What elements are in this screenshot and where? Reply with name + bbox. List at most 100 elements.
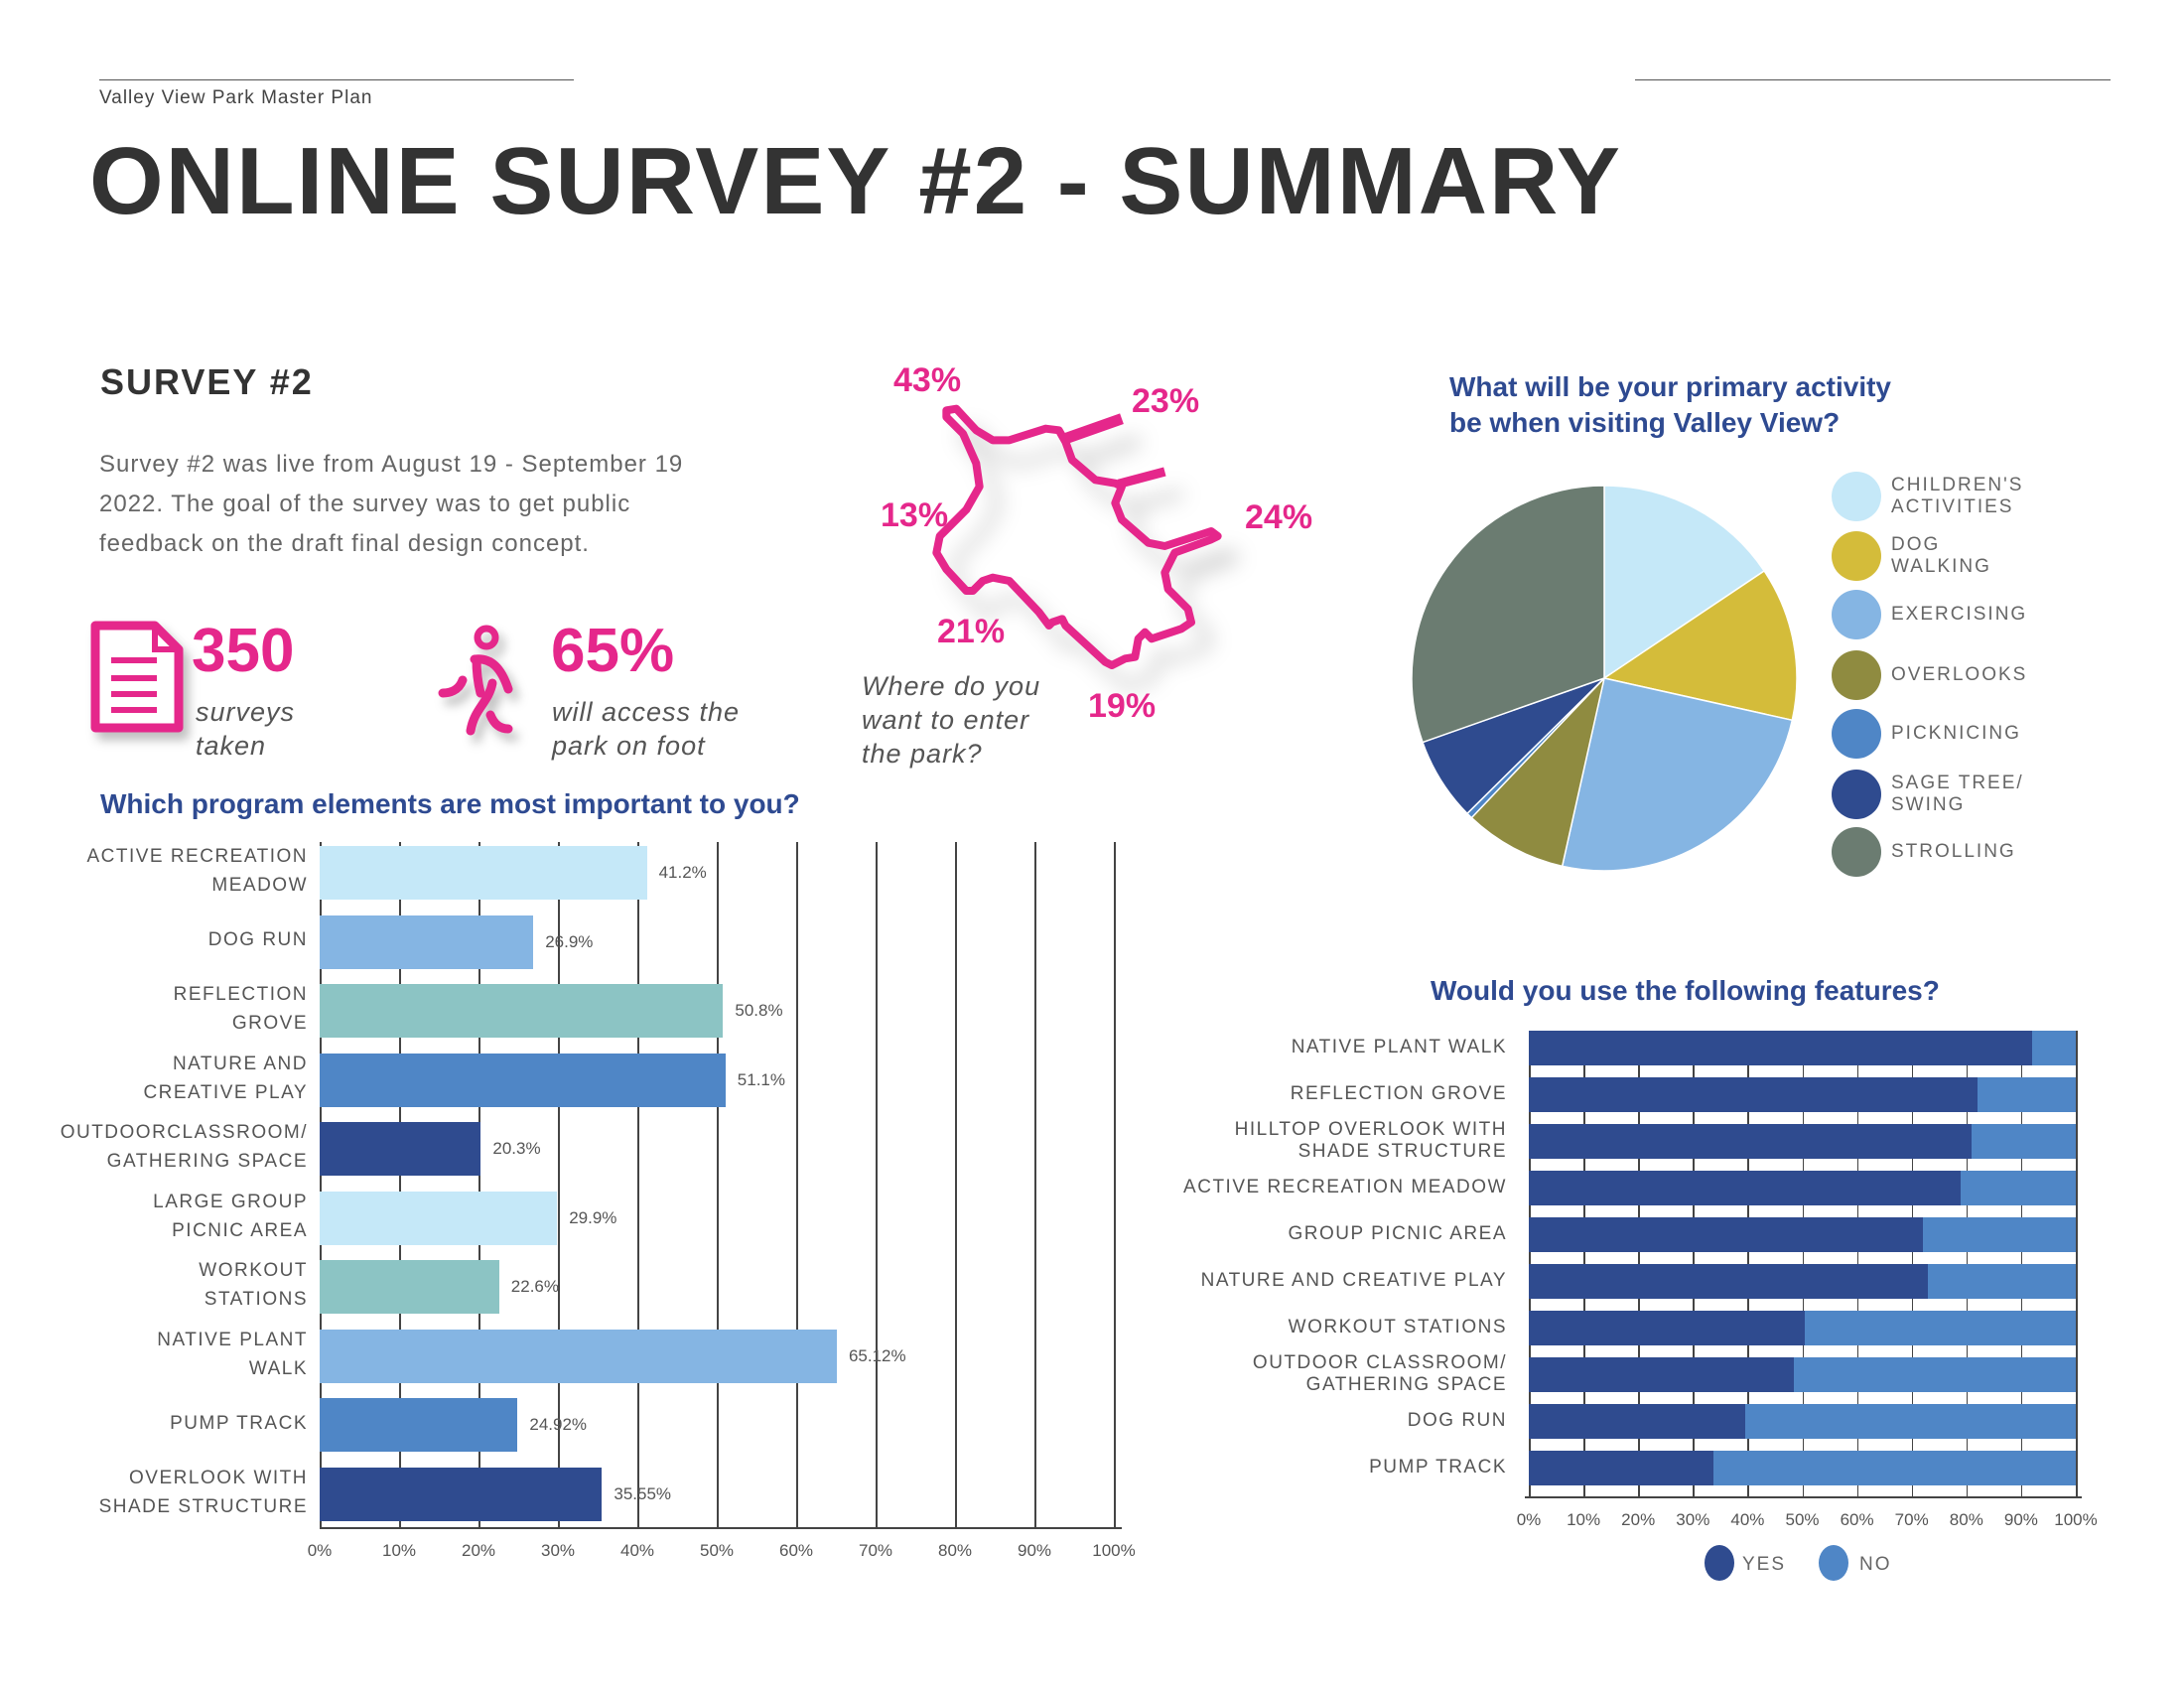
gridline — [1583, 1031, 1585, 1496]
gridline — [637, 842, 639, 1527]
stacked-bar-segment — [1529, 1357, 1795, 1392]
x-axis-line — [1525, 1496, 2082, 1498]
x-tick-label: 100% — [2054, 1510, 2098, 1529]
category-label-line: GATHERING SPACE — [1305, 1373, 1507, 1395]
x-tick-label: 20% — [1621, 1510, 1656, 1529]
stacked-bar-segment — [1977, 1077, 2076, 1112]
legend-label-line-1: DOG — [1891, 534, 1941, 555]
bar-value-label: 51.1% — [737, 1069, 785, 1089]
entry-label-north: 23% — [1132, 382, 1200, 420]
page-title: ONLINE SURVEY #2 - SUMMARY — [89, 128, 1622, 234]
category-label-line: GROUP PICNIC AREA — [1288, 1222, 1507, 1244]
activity-chart-title-1: What will be your primary activity — [1449, 371, 1892, 402]
bar-value-label: 50.8% — [735, 1001, 783, 1020]
stacked-bar-segment — [1745, 1404, 2076, 1439]
features-chart-title: Would you use the following features? — [1431, 975, 1940, 1006]
bar — [320, 1191, 558, 1245]
bar-value-label: 29.9% — [569, 1207, 617, 1227]
bar-value-label: 20.3% — [492, 1139, 541, 1158]
x-tick-label: 70% — [1894, 1510, 1929, 1529]
category-label-line: OUTDOORCLASSROOM/ — [60, 1122, 308, 1143]
pie-slice — [1561, 677, 1794, 872]
pie-slice — [1411, 485, 1605, 744]
x-tick-label: 80% — [1949, 1510, 1983, 1529]
park-boundary — [932, 404, 1222, 669]
category-label: GROUP PICNIC AREA — [1289, 1223, 1507, 1245]
x-tick-label: 0% — [307, 1541, 333, 1560]
legend-label: NO — [1859, 1554, 1892, 1575]
gridline — [1966, 1031, 1969, 1496]
category-label-line: WORKOUT STATIONS — [1288, 1316, 1507, 1337]
stacked-bar-segment — [1529, 1264, 1929, 1299]
entry-spur-north — [1063, 413, 1124, 445]
category-label: NATIVE PLANT WALK — [1292, 1037, 1507, 1058]
gridline — [1114, 842, 1116, 1527]
stacked-bar-segment — [1794, 1357, 2076, 1392]
entry-question-1: Where do you — [862, 671, 1041, 701]
category-label: HILLTOP OVERLOOK WITH SHADE STRUCTURE — [1235, 1119, 1507, 1163]
stacked-bar-segment — [1805, 1311, 2076, 1345]
category-label: NATURE AND CREATIVE PLAY — [143, 1050, 308, 1107]
category-label: DOG RUN — [208, 925, 308, 954]
category-label-line: OUTDOOR CLASSROOM/ — [1252, 1351, 1507, 1373]
bar — [320, 1398, 518, 1452]
pie-slice — [1470, 675, 1606, 868]
category-label: REFLECTION GROVE — [1291, 1083, 1507, 1105]
gridline — [2076, 1031, 2078, 1496]
program-chart-title: Which program elements are most importan… — [100, 788, 800, 819]
category-label-line: NATURE AND CREATIVE PLAY — [1200, 1269, 1507, 1291]
legend-label-line-1: OVERLOOKS — [1891, 664, 2028, 685]
legend-swatch — [1832, 590, 1881, 639]
bar — [320, 914, 534, 969]
gridline — [1693, 1031, 1695, 1496]
pie-slice — [1603, 485, 1766, 680]
stacked-bar-segment — [1529, 1124, 1973, 1159]
category-label-line: WORKOUT — [199, 1260, 308, 1281]
category-label-line: REFLECTION GROVE — [1290, 1082, 1507, 1104]
survey-heading: SURVEY #2 — [100, 361, 314, 402]
stacked-bar-segment — [1928, 1264, 2076, 1299]
legend-swatch — [1832, 531, 1881, 581]
legend-label-line-2: WALKING — [1891, 556, 1991, 577]
gridline — [478, 842, 480, 1527]
category-label-line: ACTIVE RECREATION MEADOW — [1183, 1176, 1507, 1197]
legend-label: EXERCISING — [1891, 604, 2027, 626]
entry-spur-east — [1117, 467, 1166, 489]
header-rule-left — [99, 79, 574, 80]
category-label-line: WALK — [248, 1357, 308, 1379]
legend-label-line-1: STROLLING — [1891, 841, 2016, 862]
stacked-bar-segment — [1529, 1217, 1923, 1252]
x-tick-label: 60% — [778, 1541, 814, 1560]
gridline — [1034, 842, 1036, 1527]
category-label-line: SHADE STRUCTURE — [98, 1495, 308, 1517]
entry-question-3: the park? — [862, 739, 983, 769]
gridline — [876, 842, 878, 1527]
gridline — [1856, 1031, 1859, 1496]
category-label-line: PICNIC AREA — [172, 1219, 308, 1241]
gridline — [717, 842, 719, 1527]
x-tick-label: 90% — [2003, 1510, 2038, 1529]
legend-swatch — [1705, 1545, 1734, 1581]
category-label-line: GATHERING SPACE — [106, 1151, 308, 1172]
x-tick-label: 20% — [461, 1541, 496, 1560]
category-label-line: NATURE AND — [172, 1053, 308, 1074]
legend-label-line-1: CHILDREN'S — [1891, 475, 2024, 495]
bar-value-label: 35.55% — [614, 1483, 672, 1503]
gridline — [1529, 1031, 1531, 1496]
legend-label-line-1: PICKNICING — [1891, 723, 2021, 744]
category-label-line: SHADE STRUCTURE — [1297, 1140, 1507, 1162]
gridline — [1802, 1031, 1804, 1496]
park-outline-map — [932, 404, 1222, 669]
category-label-line: DOG RUN — [207, 929, 308, 950]
legend-label: STROLLING — [1891, 841, 2016, 863]
category-label-line: CREATIVE PLAY — [143, 1081, 308, 1103]
category-label-line: PUMP TRACK — [1369, 1456, 1507, 1477]
legend-label: DOG WALKING — [1891, 534, 1991, 578]
category-label: WORKOUT STATIONS — [199, 1256, 308, 1314]
gridline — [796, 842, 798, 1527]
category-label: DOG RUN — [1408, 1410, 1507, 1432]
entry-label-southwest: 21% — [937, 613, 1006, 650]
category-label: PUMP TRACK — [1369, 1457, 1507, 1478]
bar-value-label: 22.6% — [510, 1277, 559, 1296]
surveys-caption-1: surveys — [196, 697, 296, 727]
